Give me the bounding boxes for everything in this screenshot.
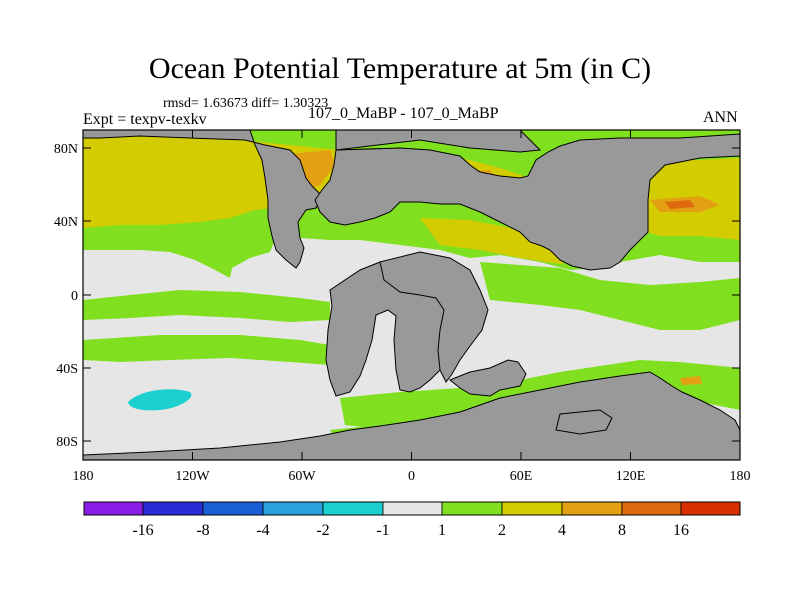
- lon-tick-label: 120W: [175, 469, 210, 484]
- colorbar-box: [142, 501, 204, 516]
- land-greenland-europe-asia: [314, 133, 740, 271]
- colorbar-box: [382, 501, 443, 516]
- land-north-america: [83, 130, 323, 269]
- lat-axis: 80N 40N 0 40S 80S: [54, 142, 740, 450]
- lat-tick-label: 80N: [54, 142, 78, 157]
- equatorial-east-green: [480, 262, 740, 330]
- colorbar-box: [561, 501, 623, 516]
- lon-tick-label: 60W: [288, 469, 316, 484]
- colorbar-label: -1: [376, 522, 389, 539]
- stats-label: rmsd= 1.63673 diff= 1.30323: [163, 96, 329, 111]
- experiment-label: Expt = texpv-texkv: [83, 111, 207, 128]
- colorbar-label: 8: [618, 522, 626, 539]
- colorbar-box: [621, 501, 682, 516]
- colorbar-label: -16: [132, 522, 153, 539]
- colorbar-label: 4: [558, 522, 566, 539]
- colorbar-box: [680, 501, 741, 516]
- center-label: 107_0_MaBP - 107_0_MaBP: [308, 105, 499, 122]
- southern-orange-spot: [680, 376, 702, 385]
- colorbar-label: 2: [498, 522, 506, 539]
- lon-tick-label: 0: [408, 469, 415, 484]
- colorbar-label: -4: [256, 522, 269, 539]
- lon-tick-label: 180: [730, 469, 751, 484]
- map-field: [83, 130, 740, 460]
- colorbar-label: -8: [196, 522, 209, 539]
- mediterranean-yellow: [420, 218, 590, 264]
- cold-patch: [128, 389, 192, 411]
- colorbar-label: 1: [438, 522, 446, 539]
- season-label: ANN: [703, 109, 738, 126]
- lon-tick-label: 180: [73, 469, 94, 484]
- lon-tick-label: 60E: [510, 469, 533, 484]
- map-title: Ocean Potential Temperature at 5m (in C): [148, 52, 652, 85]
- colorbar-frame: [83, 501, 741, 516]
- lon-tick-label: 120E: [616, 469, 646, 484]
- colorbar-box: [202, 501, 264, 516]
- red-orange-spot: [665, 200, 695, 209]
- land-australia: [555, 409, 613, 435]
- colorbar-box: [83, 501, 144, 516]
- land-north-island: [335, 130, 542, 153]
- colorbar-box: [262, 501, 324, 516]
- lat-tick-label: 40N: [54, 215, 78, 230]
- colorbar-box: [441, 501, 503, 516]
- colorbar-label: -2: [316, 522, 329, 539]
- colorbar: -16 -8 -4 -2 -1 1 2 4 8 16: [83, 501, 741, 539]
- land-antarctica: [83, 371, 740, 460]
- colorbar-box: [322, 501, 384, 516]
- southern-green-band: [83, 335, 330, 365]
- lat-tick-label: 80S: [56, 435, 78, 450]
- colorbar-box: [501, 501, 563, 516]
- lat-tick-label: 0: [71, 289, 78, 304]
- land-africa: [379, 251, 489, 383]
- lat-tick-label: 40S: [56, 362, 78, 377]
- equatorial-west-green: [83, 290, 330, 322]
- land-antarctica-east: [449, 359, 527, 397]
- lon-axis: 180 120W 60W 0 60E 120E 180: [73, 130, 751, 484]
- colorbar-label: 16: [673, 522, 689, 539]
